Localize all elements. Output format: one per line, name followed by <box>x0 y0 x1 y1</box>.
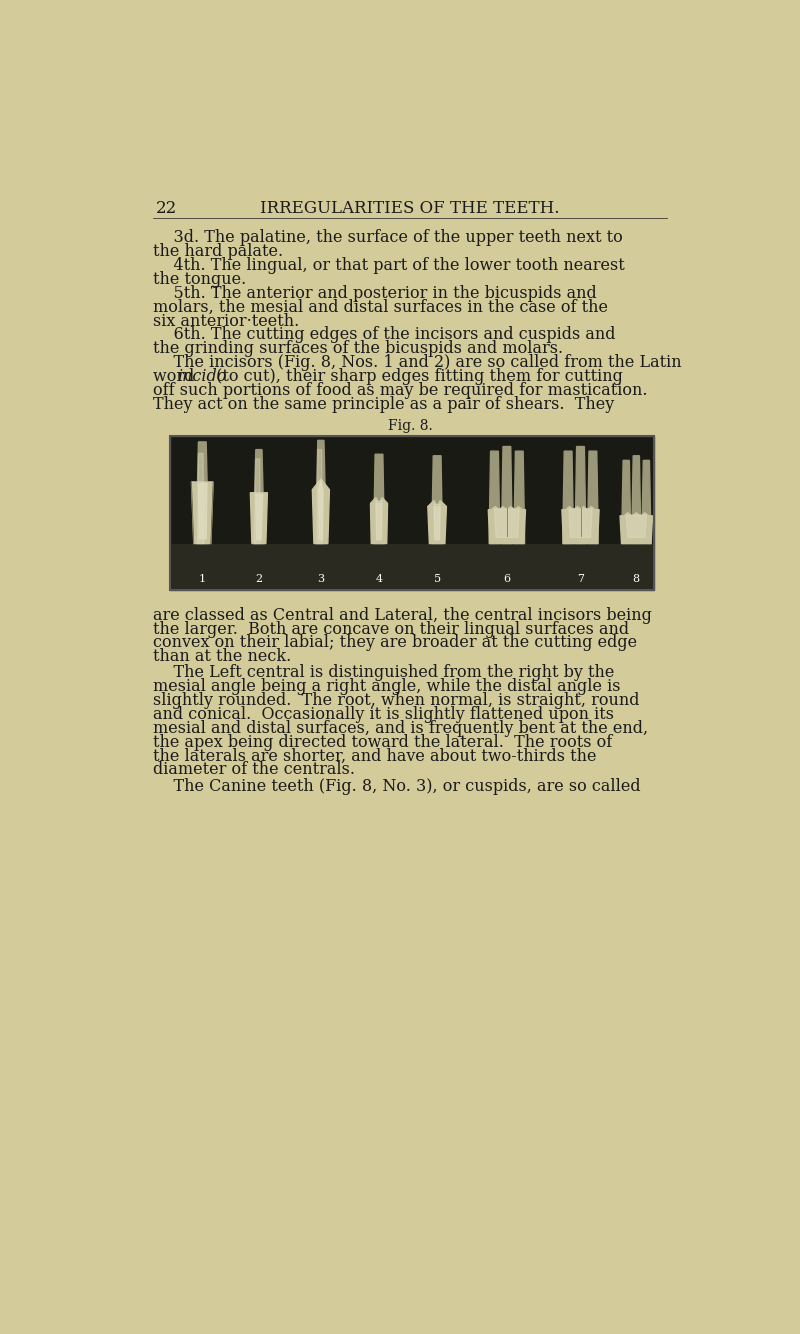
Polygon shape <box>587 507 595 511</box>
Polygon shape <box>575 447 586 543</box>
Polygon shape <box>428 507 446 543</box>
Polygon shape <box>562 451 574 543</box>
Text: 8: 8 <box>633 574 640 583</box>
Text: the grinding surfaces of the bicuspids and molars.: the grinding surfaces of the bicuspids a… <box>153 340 563 358</box>
Polygon shape <box>569 508 592 538</box>
Text: 4: 4 <box>375 574 382 583</box>
Polygon shape <box>562 510 599 543</box>
Text: 5: 5 <box>434 574 441 583</box>
Polygon shape <box>633 512 640 518</box>
Text: six anterior·teeth.: six anterior·teeth. <box>153 312 299 329</box>
Text: Fig. 8.: Fig. 8. <box>388 419 432 432</box>
Text: are classed as Central and Lateral, the central incisors being: are classed as Central and Lateral, the … <box>153 607 651 624</box>
Text: mesial and distal surfaces, and is frequently bent at the end,: mesial and distal surfaces, and is frequ… <box>153 720 648 736</box>
Polygon shape <box>489 451 500 543</box>
Text: and conical.  Occasionally it is slightly flattened upon its: and conical. Occasionally it is slightly… <box>153 706 614 723</box>
Polygon shape <box>580 507 587 511</box>
Polygon shape <box>642 460 651 543</box>
Polygon shape <box>494 508 519 538</box>
Text: off such portions of food as may be required for mastication.: off such portions of food as may be requ… <box>153 382 647 399</box>
Polygon shape <box>632 456 641 543</box>
Polygon shape <box>622 460 631 543</box>
Bar <box>171 543 653 590</box>
Polygon shape <box>370 498 378 503</box>
Text: They act on the same principle as a pair of shears.  They: They act on the same principle as a pair… <box>153 396 614 412</box>
Text: the hard palate.: the hard palate. <box>153 243 283 260</box>
Polygon shape <box>587 451 598 543</box>
Text: 4th. The lingual, or that part of the lower tooth nearest: 4th. The lingual, or that part of the lo… <box>153 257 625 273</box>
Polygon shape <box>434 504 440 540</box>
Bar <box>170 436 654 590</box>
Text: 6th. The cutting edges of the incisors and cuspids and: 6th. The cutting edges of the incisors a… <box>153 327 615 343</box>
Polygon shape <box>250 492 267 543</box>
Text: 5th. The anterior and posterior in the bicuspids and: 5th. The anterior and posterior in the b… <box>153 285 597 301</box>
Polygon shape <box>432 456 442 543</box>
Polygon shape <box>196 442 209 543</box>
Polygon shape <box>514 451 525 543</box>
Text: molars, the mesial and distal surfaces in the case of the: molars, the mesial and distal surfaces i… <box>153 299 608 316</box>
Text: IRREGULARITIES OF THE TEETH.: IRREGULARITIES OF THE TEETH. <box>260 200 560 217</box>
Polygon shape <box>374 454 385 543</box>
Text: convex on their labial; they are broader at the cutting edge: convex on their labial; they are broader… <box>153 635 637 651</box>
Text: diameter of the centrals.: diameter of the centrals. <box>153 762 354 779</box>
Polygon shape <box>254 459 261 543</box>
Text: 3d. The palatine, the surface of the upper teeth next to: 3d. The palatine, the surface of the upp… <box>153 229 622 247</box>
Text: 2: 2 <box>255 574 262 583</box>
Text: 1: 1 <box>198 574 206 583</box>
Polygon shape <box>370 503 387 543</box>
Text: 3: 3 <box>318 574 325 583</box>
Polygon shape <box>428 500 435 507</box>
Text: The Canine teeth (Fig. 8, No. 3), or cuspids, are so called: The Canine teeth (Fig. 8, No. 3), or cus… <box>153 778 640 795</box>
Polygon shape <box>641 512 649 518</box>
Bar <box>170 436 654 590</box>
Polygon shape <box>626 515 646 538</box>
Polygon shape <box>438 500 446 507</box>
Polygon shape <box>507 507 514 511</box>
Text: The Left central is distinguished from the right by the: The Left central is distinguished from t… <box>153 664 614 682</box>
Polygon shape <box>499 507 507 511</box>
Polygon shape <box>315 440 326 543</box>
Polygon shape <box>624 512 632 518</box>
Text: 7: 7 <box>577 574 584 583</box>
Polygon shape <box>574 507 582 511</box>
Text: mesial angle being a right angle, while the distal angle is: mesial angle being a right angle, while … <box>153 678 620 695</box>
Text: (to cut), their sharp edges fitting them for cutting: (to cut), their sharp edges fitting them… <box>211 368 622 386</box>
Polygon shape <box>488 510 526 543</box>
Polygon shape <box>514 507 522 511</box>
Polygon shape <box>256 495 262 540</box>
Polygon shape <box>312 479 330 543</box>
Polygon shape <box>566 507 574 511</box>
Polygon shape <box>620 516 653 543</box>
Polygon shape <box>381 498 387 503</box>
Text: incido: incido <box>178 368 227 386</box>
Text: slightly rounded.  The root, when normal, is straight, round: slightly rounded. The root, when normal,… <box>153 692 639 710</box>
Text: 6: 6 <box>503 574 510 583</box>
Text: word: word <box>153 368 199 386</box>
Polygon shape <box>254 450 264 543</box>
Text: The incisors (Fig. 8, Nos. 1 and 2) are so called from the Latin: The incisors (Fig. 8, Nos. 1 and 2) are … <box>153 354 682 371</box>
Polygon shape <box>198 483 207 539</box>
Text: than at the neck.: than at the neck. <box>153 648 291 666</box>
Polygon shape <box>191 482 213 543</box>
Polygon shape <box>491 507 499 511</box>
Text: the larger.  Both are concave on their lingual surfaces and: the larger. Both are concave on their li… <box>153 620 629 638</box>
Text: 22: 22 <box>156 200 177 217</box>
Polygon shape <box>502 447 512 543</box>
Polygon shape <box>317 450 322 543</box>
Polygon shape <box>376 502 382 540</box>
Text: the laterals are shorter, and have about two-thirds the: the laterals are shorter, and have about… <box>153 747 596 764</box>
Text: the apex being directed toward the lateral.  The roots of: the apex being directed toward the later… <box>153 734 612 751</box>
Polygon shape <box>198 454 204 543</box>
Text: the tongue.: the tongue. <box>153 271 246 288</box>
Polygon shape <box>318 480 323 540</box>
